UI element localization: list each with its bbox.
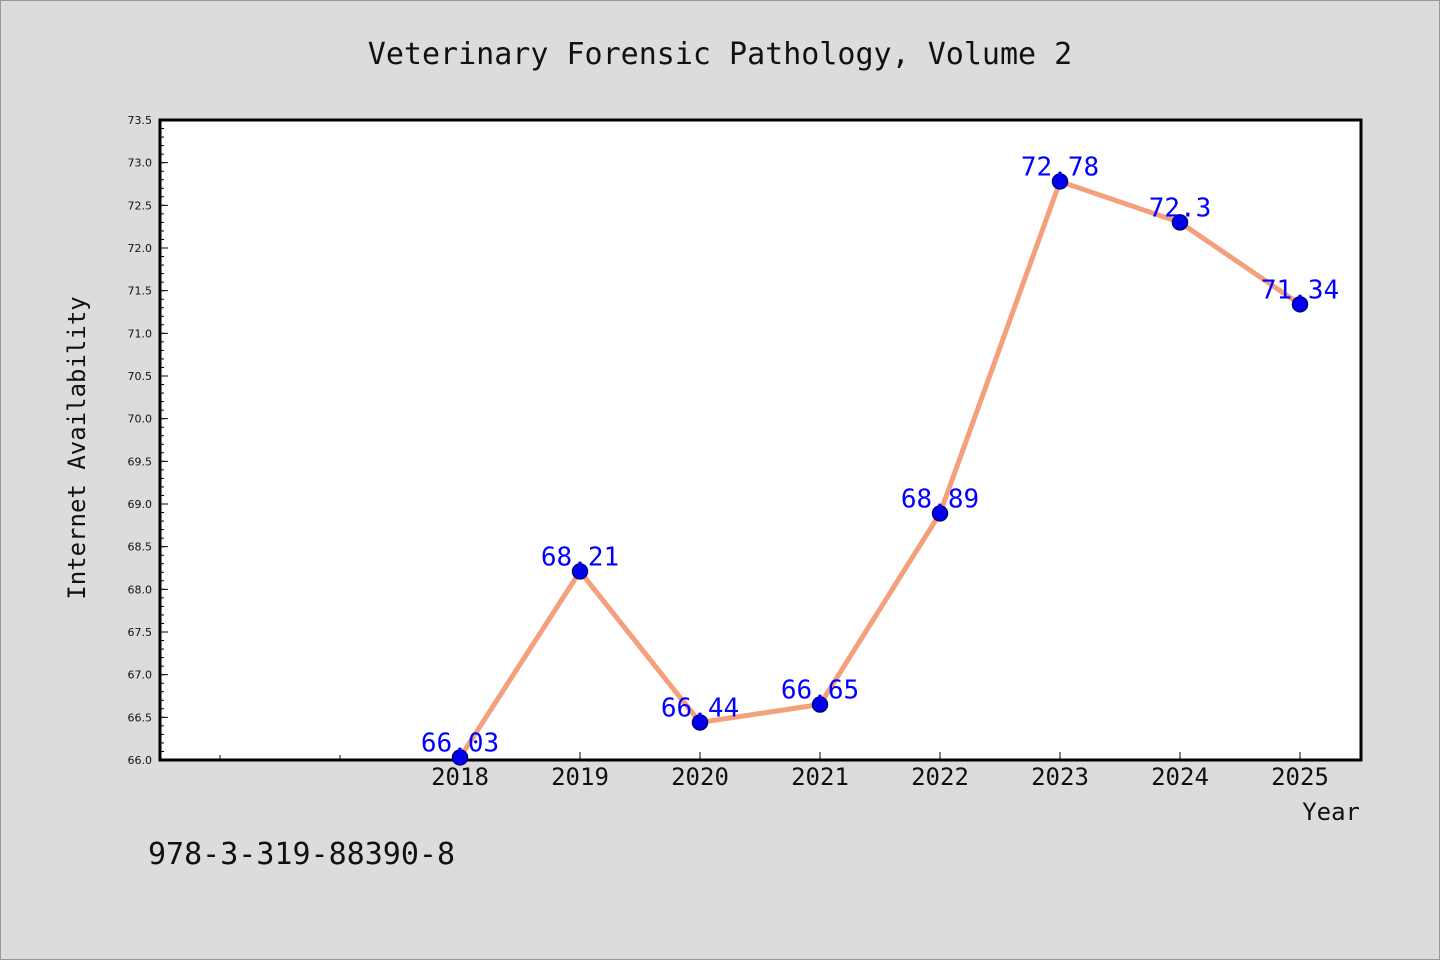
chart-title: Veterinary Forensic Pathology, Volume 2 [368,37,1072,72]
data-label: 68.89 [901,484,979,514]
y-tick-label: 66.0 [128,754,153,767]
data-label: 71.34 [1261,275,1339,305]
y-tick-label: 68.0 [128,583,153,596]
y-tick-label: 66.5 [128,711,153,724]
data-point [1171,214,1189,231]
x-tick-label: 2020 [671,763,729,791]
data-label: 72.78 [1021,152,1099,182]
isbn-text: 978-3-319-88390-8 [148,837,455,872]
x-tick-label: 2025 [1271,763,1329,791]
x-tick-label: 2019 [551,763,609,791]
series-line [457,178,1302,759]
data-label: 66.03 [421,728,499,758]
data-point [931,505,949,522]
y-tick-label: 67.5 [128,626,153,639]
data-point [691,714,709,731]
y-tick-label: 73.5 [128,114,153,127]
y-tick-label: 71.0 [128,327,153,340]
y-axis-label: Internet Availability [63,296,91,599]
data-point [811,696,829,713]
x-tick-label: 2021 [791,763,849,791]
data-markers [451,173,1309,766]
x-axis: 2018 2019 2020 2021 2022 2023 2024 2025 [219,752,1329,791]
y-tick-label: 73.0 [128,157,153,170]
plot-area [158,118,1363,762]
data-label: 66.65 [781,676,859,706]
y-tick-label: 71.5 [128,285,153,298]
y-tick-label: 67.0 [128,669,153,682]
data-point [1291,296,1309,313]
data-point [571,563,589,580]
data-point [1051,173,1069,190]
data-label: 68.21 [541,542,619,572]
y-axis: 66.0 66.5 67.0 67.5 68.0 68.5 69.0 69.5 70.0 70.5… [128,114,168,767]
data-label: 66.44 [661,693,739,723]
y-tick-label: 69.5 [128,455,153,468]
data-label: 72.3 [1149,193,1212,223]
data-point [451,749,469,766]
y-tick-label: 72.5 [128,199,153,212]
y-tick-label: 68.5 [128,541,153,554]
data-labels: 66.03 68.21 66.44 66.65 68.89 72.78 72.3 71.34 [421,152,1339,758]
x-tick-label: 2024 [1151,763,1209,791]
x-tick-label: 2018 [431,763,489,791]
x-tick-label: 2023 [1031,763,1089,791]
y-tick-label: 70.5 [128,370,153,383]
x-axis-label: Year [1302,798,1360,826]
x-tick-label: 2022 [911,763,969,791]
y-tick-label: 72.0 [128,242,153,255]
y-tick-label: 69.0 [128,498,153,511]
y-tick-label: 70.0 [128,413,153,426]
